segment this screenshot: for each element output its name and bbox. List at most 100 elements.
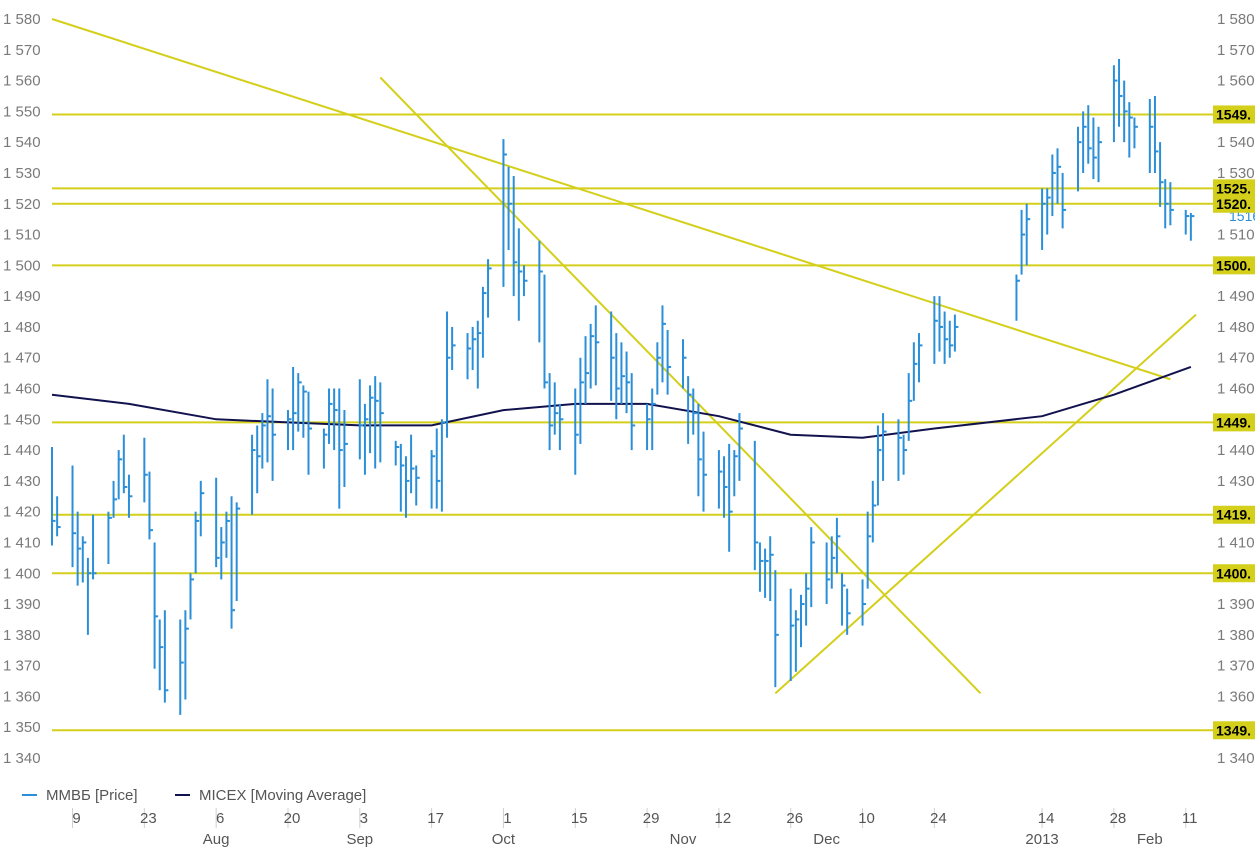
price-bar: [51, 447, 56, 546]
price-bar: [548, 373, 554, 451]
price-bar: [199, 480, 205, 537]
x-axis: 9 23 6 20 3 17 1 15 29 12 26 10 24 14 28 11 Aug Sep Oct Nov…: [72, 808, 1198, 848]
price-bar: [292, 366, 297, 451]
x-tick-label: 20: [284, 810, 301, 827]
price-bar: [328, 388, 333, 444]
x-month-label: Aug: [203, 831, 230, 848]
price-bar: [882, 413, 887, 481]
price-bar: [656, 342, 661, 395]
x-tick-label: 28: [1110, 810, 1127, 827]
price-bar: [471, 326, 477, 371]
y-tick-label-right: 1 540: [1217, 134, 1255, 151]
price-bar: [538, 240, 543, 343]
price-bar: [440, 419, 446, 512]
price-bar: [194, 511, 200, 574]
level-tags: 1549. 1525.1520. 1500. 1449. 1419. 1400. 1349.: [1213, 105, 1255, 740]
price-bar: [230, 496, 236, 629]
moving-average-line: [51, 365, 1192, 439]
price-bar: [307, 391, 313, 475]
price-bar: [646, 403, 651, 451]
price-bar: [917, 333, 923, 383]
y-tick-label-right: 1 580: [1217, 11, 1255, 28]
price-bar: [430, 450, 436, 509]
price-bar: [666, 329, 672, 395]
level-tag-label: 1520.: [1216, 196, 1251, 212]
price-bar: [1118, 59, 1123, 127]
price-bar: [261, 413, 266, 469]
y-tick-label-left: 1 580: [3, 11, 41, 28]
price-bar: [379, 382, 384, 463]
price-bar: [343, 410, 348, 488]
y-tick-label-left: 1 510: [3, 227, 41, 244]
y-tick-label-left: 1 570: [3, 42, 41, 59]
price-bar: [1087, 105, 1092, 164]
price-bar: [625, 351, 631, 414]
x-tick-label: 6: [216, 810, 224, 827]
x-month-label: Nov: [670, 831, 697, 848]
price-bar: [184, 610, 189, 700]
price-bar: [938, 296, 943, 352]
price-bar: [1092, 117, 1097, 180]
level-tag: 1349.: [1213, 721, 1255, 740]
trend-line: [379, 76, 982, 695]
price-bar: [215, 477, 220, 568]
price-bar: [687, 376, 692, 444]
price-bar: [158, 619, 164, 691]
price-bar: [953, 314, 959, 352]
trend-line: [774, 313, 1197, 695]
price-bars: [51, 59, 1195, 715]
price-bar: [758, 542, 764, 592]
price-bar: [594, 305, 600, 386]
x-tick-label: 9: [72, 810, 80, 827]
level-tag-box: [1213, 413, 1255, 432]
price-bar: [517, 228, 523, 321]
price-bar: [297, 373, 302, 432]
price-bar: [369, 385, 374, 454]
price-bar: [1051, 154, 1056, 217]
price-bar: [1020, 209, 1026, 275]
price-bar: [584, 336, 590, 404]
price-bar: [1169, 182, 1174, 226]
price-bar: [876, 425, 882, 506]
price-bar: [358, 379, 364, 460]
price-bar: [507, 166, 513, 250]
x-month-label: Oct: [492, 831, 516, 848]
x-tick-label: 14: [1038, 810, 1055, 827]
y-tick-label-left: 1 420: [3, 504, 41, 521]
y-tick-label-left: 1 410: [3, 534, 41, 551]
level-tag: 1500.: [1213, 256, 1255, 275]
y-tick-label-left: 1 470: [3, 350, 41, 367]
level-tag-box: [1213, 179, 1255, 198]
price-bar: [363, 403, 369, 475]
price-bar: [579, 357, 584, 444]
price-bar: [481, 286, 487, 358]
level-tag: 1525.: [1213, 179, 1255, 198]
price-bar: [902, 434, 908, 475]
price-bar: [861, 579, 867, 626]
price-bar: [681, 339, 687, 389]
price-bar: [410, 434, 415, 494]
price-bar: [1015, 274, 1020, 321]
price-bar: [127, 474, 133, 518]
price-bar: [948, 320, 954, 358]
x-tick-label: 11: [1182, 810, 1198, 827]
price-bar: [522, 265, 528, 297]
price-bar: [630, 373, 636, 451]
price-bar: [1112, 65, 1118, 143]
price-bar: [753, 440, 759, 571]
x-month-label: Dec: [813, 831, 840, 848]
price-bar: [1025, 203, 1031, 266]
level-tag: 1520.: [1213, 194, 1255, 213]
y-tick-label-left: 1 400: [3, 565, 41, 582]
level-tag: 1419.: [1213, 505, 1255, 524]
y-tick-label-left: 1 540: [3, 134, 41, 151]
price-bar: [738, 413, 743, 481]
price-bar: [322, 428, 328, 469]
price-bar: [943, 311, 949, 364]
y-tick-label-right: 1 390: [1217, 596, 1255, 613]
price-bar: [769, 536, 774, 601]
price-bar: [76, 511, 82, 586]
price-bar: [574, 388, 579, 475]
price-bar: [266, 379, 271, 463]
